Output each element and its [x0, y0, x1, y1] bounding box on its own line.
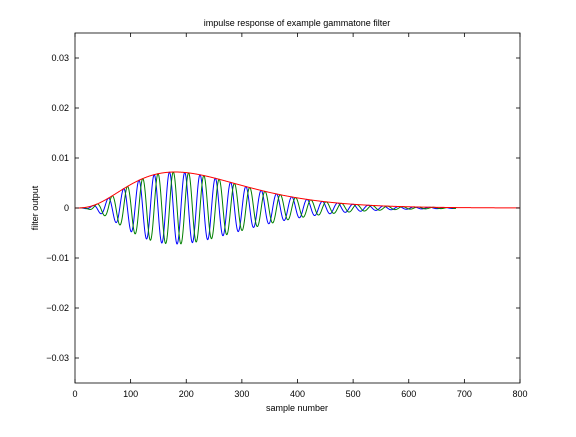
y-tick-label: 0.02 — [51, 103, 69, 113]
series-line-envelope — [75, 171, 520, 209]
y-tick-label: −0.01 — [46, 253, 69, 263]
x-tick-label: 600 — [401, 389, 416, 399]
y-tick-label: −0.03 — [46, 353, 69, 363]
x-tick-label: 500 — [346, 389, 361, 399]
x-tick-label: 400 — [290, 389, 305, 399]
y-axis-title: filter output — [30, 185, 40, 230]
chart-title: impulse response of example gammatone fi… — [204, 18, 391, 28]
x-axis-title: sample number — [266, 403, 328, 413]
x-tick-label: 300 — [234, 389, 249, 399]
x-tick-label: 200 — [179, 389, 194, 399]
x-tick-label: 0 — [72, 389, 77, 399]
x-tick-label: 800 — [512, 389, 527, 399]
axis-ticks: 0 100 200 300 400 500 600 700 800 −0.03 −0.02 −0.01… — [46, 33, 528, 399]
y-tick-label: 0.03 — [51, 53, 69, 63]
x-tick-label: 700 — [457, 389, 472, 399]
y-tick-label: 0 — [64, 203, 69, 213]
y-tick-label: −0.02 — [46, 303, 69, 313]
plot-area — [74, 32, 521, 384]
y-tick-label: 0.01 — [51, 153, 69, 163]
x-tick-label: 100 — [123, 389, 138, 399]
